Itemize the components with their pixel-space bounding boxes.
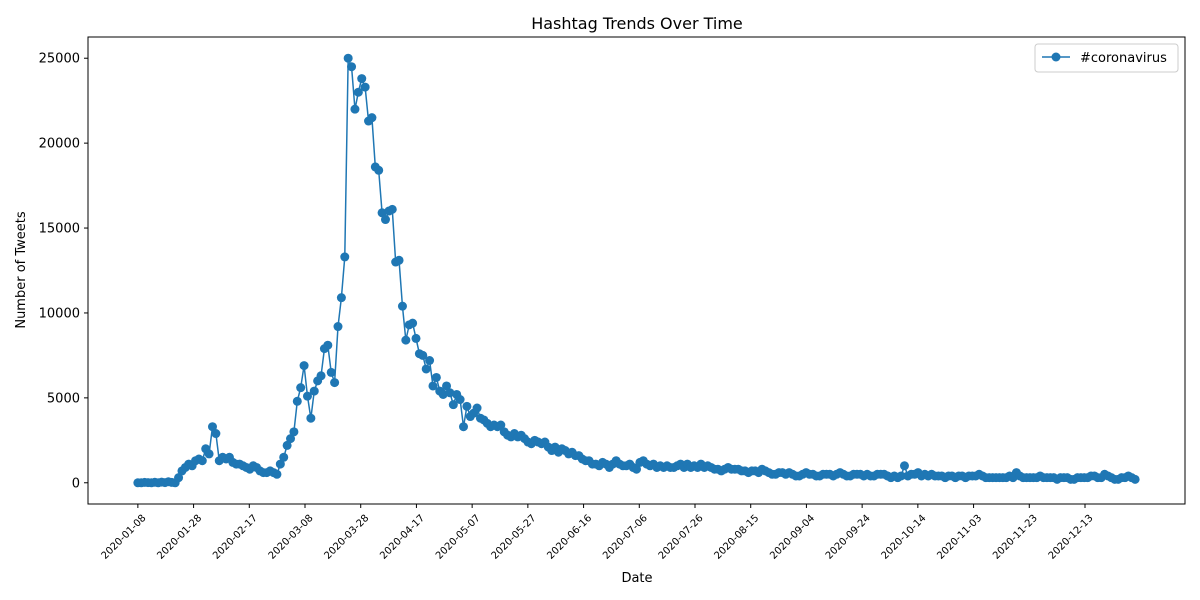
data-point [323,340,333,350]
x-tick-label: 2020-04-17 [378,513,427,562]
data-point [286,434,296,444]
data-point [343,53,353,63]
chart-title: Hashtag Trends Over Time [531,14,743,33]
data-point [333,322,343,332]
data-point [299,361,309,371]
data-point [316,371,326,381]
x-tick-label: 2020-03-08 [267,513,316,562]
data-point [347,62,357,72]
y-axis: 0 5000 10000 15000 20000 25000 [39,52,88,491]
x-tick-label: 2020-09-24 [824,513,873,562]
x-tick-label: 2020-02-17 [211,513,260,562]
data-point [425,356,435,365]
data-point [296,383,306,393]
data-point [357,74,367,84]
legend: #coronavirus [1034,43,1179,73]
data-point [496,420,506,430]
data-point [459,422,468,432]
legend-box [1034,43,1179,73]
data-point [340,252,350,262]
series-line [137,57,1136,484]
x-tick-label: 2020-01-28 [155,513,204,562]
data-point [387,204,397,214]
x-tick-label: 2020-12-13 [1047,513,1096,562]
data-point [455,395,465,405]
x-tick-label: 2020-06-16 [545,513,594,562]
plot-area-frame [87,36,1186,505]
data-point [292,396,302,406]
x-tick-label: 2020-05-27 [490,513,539,562]
data-point [211,429,221,439]
data-point [374,165,384,175]
data-point [204,449,214,459]
data-point [302,391,312,401]
data-point [442,381,452,391]
y-tick-label: 10000 [39,306,80,321]
data-point [289,427,299,437]
data-point [377,208,387,218]
data-point [336,293,346,303]
data-point [353,87,363,97]
data-point [1130,474,1140,484]
y-tick-label: 5000 [47,391,80,406]
data-point [411,333,421,343]
data-point [394,255,404,265]
x-tick-label: 2020-05-07 [434,513,483,562]
data-point [472,403,482,413]
data-point [380,215,390,225]
y-tick-label: 20000 [39,137,80,152]
data-point [418,350,428,360]
data-point [896,471,906,481]
data-point [360,82,370,92]
data-point [197,456,207,466]
x-tick-label: 2020-11-23 [991,513,1040,562]
data-point [279,452,289,462]
y-axis-label: Number of Tweets [14,211,29,329]
data-point [330,378,340,388]
x-tick-label: 2020-11-03 [935,513,984,562]
x-tick-label: 2020-07-26 [657,513,706,562]
data-point [462,401,472,411]
data-point [367,113,377,123]
legend-label: #coronavirus [1080,51,1167,66]
data-point [401,335,411,345]
y-tick-label: 25000 [39,52,80,67]
series-group [133,53,1140,488]
y-tick-label: 15000 [39,222,80,237]
data-point [408,318,418,328]
data-point [397,301,407,311]
data-point [207,422,217,432]
data-point [421,364,431,374]
data-point [272,469,282,479]
x-tick-label: 2020-10-14 [880,513,929,562]
data-point [445,388,455,398]
data-point [448,400,458,410]
x-tick-label: 2020-07-06 [601,513,650,562]
data-point [431,372,441,382]
data-point [326,367,336,377]
x-tick-label: 2020-03-28 [322,513,371,562]
x-tick-label: 2020-08-15 [712,513,761,562]
data-point [309,386,319,396]
y-tick-label: 0 [72,476,80,491]
data-point [428,381,438,391]
data-point [306,413,316,423]
x-tick-label: 2020-01-08 [100,513,149,562]
data-point [282,440,292,450]
x-axis: 2020-01-08 2020-01-28 2020-02-17 2020-03-08… [100,504,1096,562]
data-point [350,104,360,114]
data-point [275,459,285,469]
data-point [632,464,641,474]
x-tick-label: 2020-09-04 [768,513,817,562]
x-axis-label: Date [621,571,652,586]
data-point [438,389,448,399]
legend-marker-swatch [1051,52,1061,62]
data-point [899,461,909,471]
data-point [174,473,184,483]
